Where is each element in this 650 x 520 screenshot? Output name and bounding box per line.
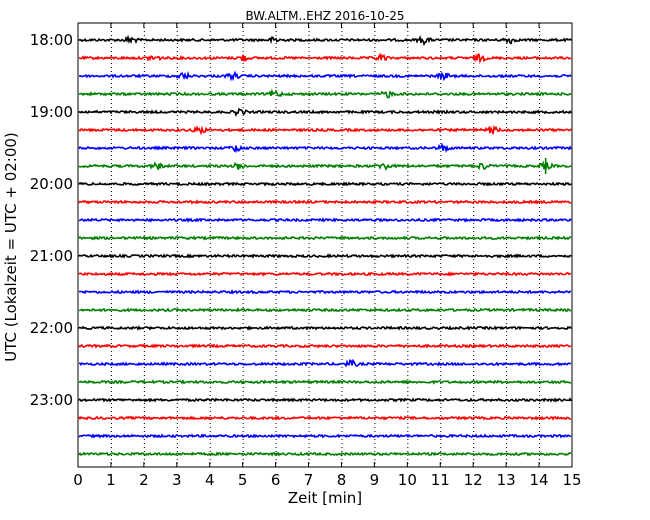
y-tick-label-1800: 18:00 — [30, 31, 73, 49]
trace-lines — [78, 34, 572, 457]
plot-frame — [77, 22, 573, 468]
trace-1845 — [78, 88, 572, 99]
y-tick-label-2300: 23:00 — [30, 391, 73, 409]
trace-2315 — [78, 415, 572, 421]
trace-1800 — [78, 34, 572, 47]
x-tick-label-6: 6 — [271, 471, 281, 489]
x-tick-label-12: 12 — [464, 471, 483, 489]
trace-2330 — [78, 433, 572, 439]
x-tick-label-11: 11 — [431, 471, 450, 489]
trace-2130 — [78, 289, 572, 295]
x-tick-label-14: 14 — [530, 471, 549, 489]
trace-2030 — [78, 217, 572, 223]
trace-1915 — [78, 124, 572, 136]
x-tick-label-0: 0 — [73, 471, 83, 489]
trace-2015 — [78, 199, 572, 205]
trace-2145 — [78, 307, 572, 313]
chart-title: BW.ALTM..EHZ 2016-10-25 — [245, 9, 404, 23]
trace-1900 — [78, 107, 572, 117]
x-tick-label-4: 4 — [205, 471, 215, 489]
y-tick-label-1900: 19:00 — [30, 103, 73, 121]
x-tick-label-8: 8 — [337, 471, 347, 489]
trace-2245 — [78, 379, 572, 385]
x-axis-label: Zeit [min] — [288, 489, 362, 507]
y-axis-label: UTC (Lokalzeit = UTC + 02:00) — [2, 132, 20, 362]
trace-2300 — [78, 397, 572, 403]
x-tick-label-7: 7 — [304, 471, 314, 489]
trace-2200 — [78, 325, 572, 331]
trace-2045 — [78, 235, 572, 241]
trace-2100 — [78, 253, 572, 259]
axis-ticks: 0 1 2 3 4 5 6 7 8 9 10 11 12 13 14 1518:0019:0020:0021:… — [30, 23, 582, 489]
trace-2000 — [78, 181, 572, 187]
trace-2230 — [78, 358, 572, 368]
trace-1930 — [78, 142, 572, 154]
trace-1945 — [78, 160, 572, 171]
x-tick-label-3: 3 — [172, 471, 182, 489]
x-tick-label-1: 1 — [106, 471, 116, 489]
trace-1830 — [78, 70, 572, 82]
y-tick-label-2000: 20:00 — [30, 175, 73, 193]
x-tick-label-10: 10 — [398, 471, 417, 489]
x-tick-label-5: 5 — [238, 471, 248, 489]
y-tick-label-2200: 22:00 — [30, 319, 73, 337]
trace-2345 — [78, 451, 572, 457]
x-tick-label-9: 9 — [370, 471, 380, 489]
trace-2215 — [78, 343, 572, 349]
x-tick-label-2: 2 — [139, 471, 149, 489]
trace-1815 — [78, 52, 572, 65]
trace-2115 — [78, 271, 572, 277]
y-tick-label-2100: 21:00 — [30, 247, 73, 265]
x-tick-label-15: 15 — [562, 471, 581, 489]
x-tick-label-13: 13 — [497, 471, 516, 489]
